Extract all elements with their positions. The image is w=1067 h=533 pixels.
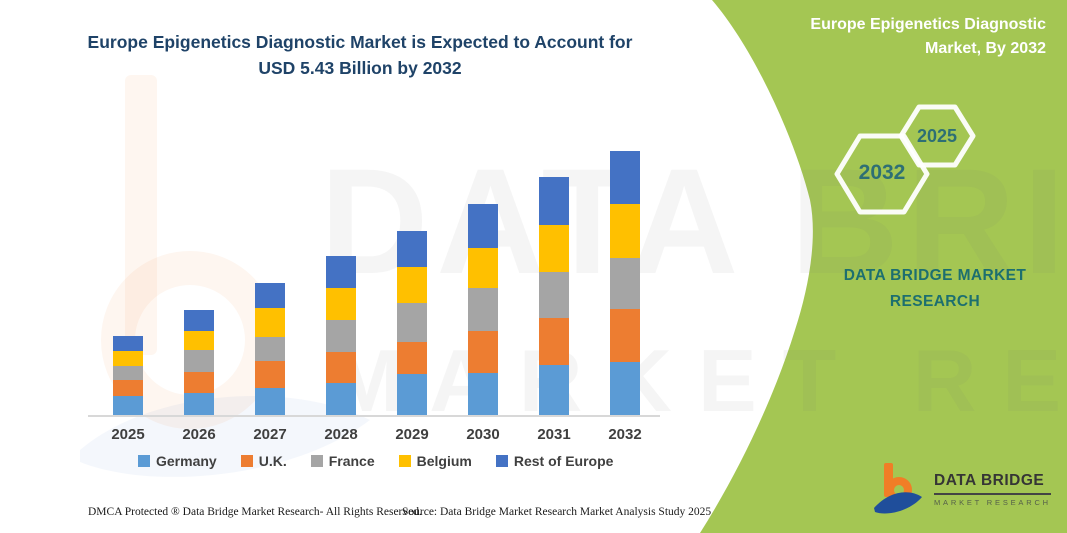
legend-item-belgium: Belgium — [398, 453, 472, 469]
bar-segment-u-k--2026 — [184, 372, 214, 393]
legend-swatch-icon — [240, 455, 253, 467]
stacked-bar-2025 — [113, 336, 143, 415]
bar-segment-u-k--2030 — [468, 331, 498, 373]
legend-label: Germany — [156, 453, 217, 469]
x-axis-label-2031: 2031 — [537, 426, 571, 443]
stacked-bar-2028 — [326, 256, 356, 415]
bar-segment-u-k--2028 — [326, 352, 356, 383]
legend-item-u-k-: U.K. — [240, 453, 287, 469]
bar-segment-belgium-2028 — [326, 288, 356, 320]
bar-segment-rest-of-europe-2028 — [326, 256, 356, 288]
bar-segment-belgium-2027 — [255, 308, 285, 337]
hexagon-year-2032: 2032 — [858, 161, 906, 184]
logo-name: DATA BRIDGE — [934, 472, 1051, 495]
bar-segment-france-2028 — [326, 320, 356, 352]
bar-segment-germany-2027 — [255, 388, 285, 415]
bar-segment-germany-2031 — [539, 365, 569, 415]
legend-swatch-icon — [398, 455, 411, 467]
x-axis-label-2029: 2029 — [395, 426, 429, 443]
brand-text-line2: RESEARCH — [889, 292, 981, 310]
chart-title-line1: Europe Epigenetics Diagnostic Market is … — [87, 32, 633, 52]
x-axis-label-2030: 2030 — [466, 426, 500, 443]
bar-segment-belgium-2029 — [397, 267, 427, 303]
stacked-bar-2027 — [255, 283, 285, 415]
bar-segment-belgium-2030 — [468, 248, 498, 288]
bar-segment-u-k--2031 — [539, 318, 569, 365]
panel-title-line2: Market, By 2032 — [925, 40, 1046, 57]
plot-area: 2025 2026 2027 2028 2029 2030 2031 2032 — [88, 151, 660, 443]
bar-segment-rest-of-europe-2032 — [610, 151, 640, 204]
footer-source: Source: Data Bridge Market Research Mark… — [402, 506, 712, 518]
bar-segment-u-k--2027 — [255, 361, 285, 388]
bar-segment-france-2031 — [539, 272, 569, 318]
bar-segment-germany-2032 — [610, 362, 640, 415]
bar-segment-rest-of-europe-2026 — [184, 310, 214, 331]
logo-text: DATA BRIDGE MARKET RESEARCH — [934, 472, 1051, 507]
legend-item-rest-of-europe: Rest of Europe — [495, 453, 614, 469]
company-logo: DATA BRIDGE MARKET RESEARCH — [872, 461, 1051, 517]
hexagon-2025 — [898, 104, 976, 168]
bar-segment-germany-2029 — [397, 374, 427, 415]
bar-segment-france-2032 — [610, 258, 640, 309]
logo-subtitle: MARKET RESEARCH — [934, 497, 1051, 507]
bar-segment-belgium-2025 — [113, 351, 143, 366]
bar-segment-rest-of-europe-2031 — [539, 177, 569, 225]
legend-label: U.K. — [258, 453, 287, 469]
x-axis-line — [88, 415, 660, 417]
panel-title-line1: Europe Epigenetics Diagnostic — [810, 16, 1046, 33]
bar-segment-belgium-2032 — [610, 204, 640, 258]
bar-segment-germany-2025 — [113, 396, 143, 415]
footer-copyright: DMCA Protected ® Data Bridge Market Rese… — [88, 506, 422, 518]
legend-swatch-icon — [495, 455, 508, 467]
bar-segment-france-2026 — [184, 350, 214, 372]
x-axis-label-2027: 2027 — [253, 426, 287, 443]
legend-label: Rest of Europe — [513, 453, 614, 469]
bar-segment-u-k--2029 — [397, 342, 427, 374]
bar-segment-germany-2026 — [184, 393, 214, 415]
legend-swatch-icon — [310, 455, 323, 467]
bar-segment-belgium-2031 — [539, 225, 569, 272]
legend-label: Belgium — [416, 453, 472, 469]
stacked-bar-2031 — [539, 177, 569, 415]
stacked-bar-2032 — [610, 151, 640, 415]
stacked-bar-2030 — [468, 204, 498, 415]
brand-text: DATA BRIDGE MARKET RESEARCH — [795, 263, 1067, 314]
stacked-bar-2026 — [184, 310, 214, 415]
brand-text-line1: DATA BRIDGE MARKET — [843, 267, 1027, 284]
bar-segment-rest-of-europe-2025 — [113, 336, 143, 351]
x-axis-label-2025: 2025 — [111, 426, 145, 443]
bar-segment-france-2030 — [468, 288, 498, 331]
bar-segment-rest-of-europe-2030 — [468, 204, 498, 248]
hexagon-year-2025: 2025 — [916, 126, 958, 146]
x-axis-label-2032: 2032 — [608, 426, 642, 443]
bar-segment-rest-of-europe-2027 — [255, 283, 285, 308]
bar-segment-germany-2030 — [468, 373, 498, 415]
chart-legend: Germany U.K. France Belgium Rest of Europe — [138, 453, 613, 469]
bar-segment-u-k--2032 — [610, 309, 640, 362]
bar-segment-u-k--2025 — [113, 380, 143, 396]
bar-segment-france-2025 — [113, 366, 143, 380]
bar-segment-belgium-2026 — [184, 331, 214, 350]
bar-segment-rest-of-europe-2029 — [397, 231, 427, 267]
hexagon-2032 — [834, 133, 930, 215]
x-axis-label-2028: 2028 — [324, 426, 358, 443]
bar-segment-germany-2028 — [326, 383, 356, 415]
legend-swatch-icon — [138, 455, 150, 467]
bar-segment-france-2029 — [397, 303, 427, 342]
x-axis-label-2026: 2026 — [182, 426, 216, 443]
legend-label: France — [328, 453, 375, 469]
panel-title: Europe Epigenetics Diagnostic Market, By… — [780, 13, 1046, 61]
legend-item-france: France — [310, 453, 375, 469]
bar-segment-france-2027 — [255, 337, 285, 361]
chart-title: Europe Epigenetics Diagnostic Market is … — [75, 29, 645, 82]
year-hexagons — [834, 104, 976, 215]
logo-glyph-icon — [874, 463, 922, 514]
chart-title-line2: USD 5.43 Billion by 2032 — [258, 58, 462, 79]
stacked-bar-2029 — [397, 231, 427, 415]
legend-item-germany: Germany — [138, 453, 217, 469]
